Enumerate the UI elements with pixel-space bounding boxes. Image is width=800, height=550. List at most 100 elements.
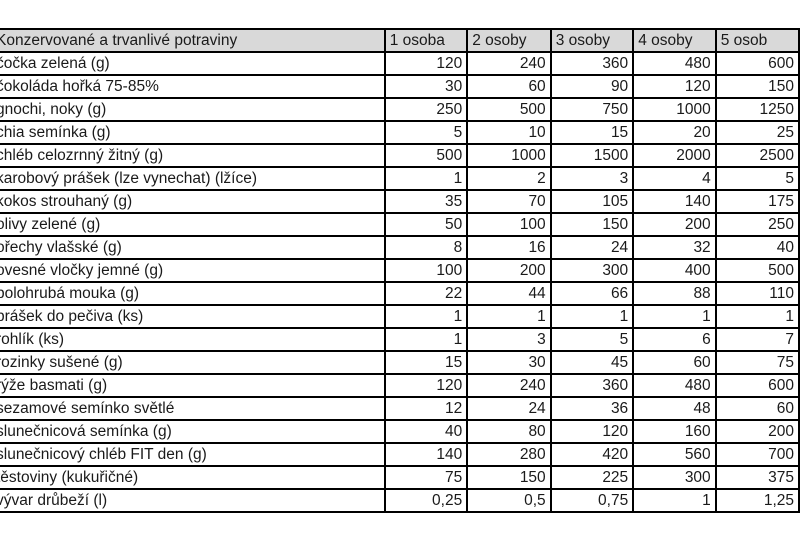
quantity-cell: 4	[632, 166, 717, 191]
item-name-cell: olivy zelené (g)	[0, 212, 386, 237]
quantity-cell: 500	[466, 97, 552, 122]
quantity-cell: 3	[549, 166, 635, 191]
table-row: polohrubá mouka (g) 22 44 66 88 110	[0, 281, 800, 306]
table-row: rýže basmati (g) 120 240 360 480 600	[0, 373, 800, 398]
table-row: slunečnicová semínka (g) 40 80 120 160 200	[0, 419, 800, 444]
quantity-cell: 24	[549, 235, 635, 260]
table-row: ořechy vlašské (g) 8 16 24 32 40	[0, 235, 800, 260]
quantity-cell: 40	[714, 235, 800, 260]
quantity-cell: 240	[466, 373, 552, 398]
quantity-cell: 225	[549, 465, 635, 490]
table-row: kokos strouhaný (g) 35 70 105 140 175	[0, 189, 800, 214]
quantity-cell: 140	[383, 442, 469, 467]
quantity-cell: 15	[549, 120, 635, 145]
quantity-cell: 75	[714, 350, 800, 375]
item-name-cell: rohlík (ks)	[0, 327, 386, 352]
quantity-cell: 600	[714, 51, 800, 76]
quantity-cell: 5	[383, 120, 469, 145]
quantity-cell: 3	[466, 327, 552, 352]
quantity-cell: 1	[632, 304, 717, 329]
table-row: chléb celozrnný žitný (g) 500 1000 1500 2000…	[0, 143, 800, 168]
quantity-cell: 75	[383, 465, 469, 490]
header-row: Konzervované a trvanlivé potraviny 1 osob…	[0, 28, 800, 53]
quantity-cell: 250	[714, 212, 800, 237]
quantity-cell: 560	[632, 442, 717, 467]
table-row: chia semínka (g) 5 10 15 20 25	[0, 120, 800, 145]
column-header-persons: 5 osob	[714, 28, 800, 53]
table-row: rozinky sušené (g) 15 30 45 60 75	[0, 350, 800, 375]
quantity-cell: 110	[714, 281, 800, 306]
quantity-cell: 70	[466, 189, 552, 214]
item-name-cell: slunečnicový chléb FIT den (g)	[0, 442, 386, 467]
quantity-cell: 25	[714, 120, 800, 145]
table-row: rohlík (ks) 1 3 5 6 7	[0, 327, 800, 352]
quantity-cell: 200	[714, 419, 800, 444]
column-header-persons: 2 osoby	[466, 28, 552, 53]
quantity-cell: 48	[632, 396, 717, 421]
quantity-cell: 2	[466, 166, 552, 191]
item-name-cell: těstoviny (kukuřičné)	[0, 465, 386, 490]
column-header-persons: 3 osoby	[549, 28, 635, 53]
table-body: čočka zelená (g) 120 240 360 480 600 čokoláda …	[0, 51, 800, 513]
quantity-cell: 120	[383, 373, 469, 398]
quantity-cell: 1500	[549, 143, 635, 168]
item-name-cell: gnochi, noky (g)	[0, 97, 386, 122]
quantity-cell: 60	[466, 74, 552, 99]
quantity-cell: 60	[632, 350, 717, 375]
table-row: čokoláda hořká 75-85% 30 60 90 120 150	[0, 74, 800, 99]
quantity-cell: 1	[383, 327, 469, 352]
quantity-cell: 7	[714, 327, 800, 352]
quantity-cell: 400	[632, 258, 717, 283]
quantity-cell: 480	[632, 373, 717, 398]
quantity-cell: 24	[466, 396, 552, 421]
quantity-cell: 1	[383, 304, 469, 329]
quantity-cell: 36	[549, 396, 635, 421]
quantity-cell: 140	[632, 189, 717, 214]
quantity-cell: 360	[549, 373, 635, 398]
quantity-cell: 1	[549, 304, 635, 329]
quantity-cell: 240	[466, 51, 552, 76]
quantity-cell: 30	[383, 74, 469, 99]
quantity-cell: 2000	[632, 143, 717, 168]
quantity-cell: 80	[466, 419, 552, 444]
quantity-cell: 1,25	[714, 488, 800, 513]
item-name-cell: karobový prášek (lze vynechat) (lžíce)	[0, 166, 386, 191]
table-row: prášek do pečiva (ks) 1 1 1 1 1	[0, 304, 800, 329]
item-name-cell: čokoláda hořká 75-85%	[0, 74, 386, 99]
quantity-cell: 0,5	[466, 488, 552, 513]
column-header-persons: 1 osoba	[383, 28, 469, 53]
quantity-cell: 8	[383, 235, 469, 260]
table-row: těstoviny (kukuřičné) 75 150 225 300 375	[0, 465, 800, 490]
quantity-cell: 44	[466, 281, 552, 306]
quantity-cell: 750	[549, 97, 635, 122]
quantity-cell: 6	[632, 327, 717, 352]
quantity-cell: 120	[549, 419, 635, 444]
quantity-cell: 1	[714, 304, 800, 329]
quantity-cell: 1000	[632, 97, 717, 122]
quantity-cell: 375	[714, 465, 800, 490]
quantity-cell: 32	[632, 235, 717, 260]
quantity-cell: 420	[549, 442, 635, 467]
item-name-cell: ořechy vlašské (g)	[0, 235, 386, 260]
quantity-cell: 500	[714, 258, 800, 283]
quantity-cell: 1	[466, 304, 552, 329]
food-quantity-table: Konzervované a trvanlivé potraviny 1 osob…	[0, 28, 800, 513]
quantity-cell: 45	[549, 350, 635, 375]
quantity-cell: 35	[383, 189, 469, 214]
quantity-cell: 500	[383, 143, 469, 168]
item-name-cell: rýže basmati (g)	[0, 373, 386, 398]
quantity-cell: 66	[549, 281, 635, 306]
item-name-cell: chléb celozrnný žitný (g)	[0, 143, 386, 168]
item-name-cell: polohrubá mouka (g)	[0, 281, 386, 306]
quantity-cell: 0,25	[383, 488, 469, 513]
quantity-cell: 120	[383, 51, 469, 76]
item-name-cell: chia semínka (g)	[0, 120, 386, 145]
quantity-cell: 120	[632, 74, 717, 99]
item-name-cell: rozinky sušené (g)	[0, 350, 386, 375]
quantity-cell: 2500	[714, 143, 800, 168]
quantity-cell: 30	[466, 350, 552, 375]
quantity-cell: 105	[549, 189, 635, 214]
item-name-cell: čočka zelená (g)	[0, 51, 386, 76]
quantity-cell: 1000	[466, 143, 552, 168]
quantity-cell: 600	[714, 373, 800, 398]
